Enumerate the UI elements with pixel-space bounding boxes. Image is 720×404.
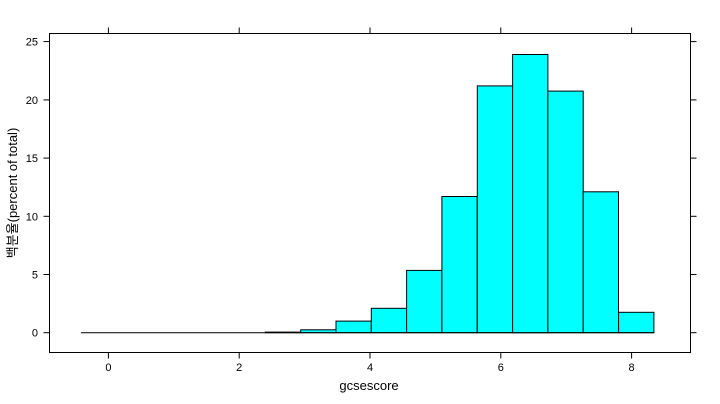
histogram-bar-10 [406, 269, 443, 334]
y-axis-ticks: 0 5 10 15 20 25 [26, 37, 697, 340]
y-axis-title: 백분율(percent of total) [5, 128, 20, 259]
histogram-bar-12 [476, 85, 514, 334]
bars-group [264, 54, 655, 334]
x-tick-label-4: 4 [367, 362, 373, 374]
histogram-bar-9 [370, 307, 408, 334]
x-tick-label-8: 8 [629, 362, 635, 374]
histogram-bar-16 [618, 311, 655, 334]
y-tick-label-25: 25 [26, 37, 38, 49]
x-axis-ticks: 0 2 4 6 8 [105, 27, 635, 374]
y-tick-label-5: 5 [32, 270, 38, 282]
y-tick-label-0: 0 [32, 328, 38, 340]
histogram-bar-15 [582, 191, 620, 334]
y-tick-label-15: 15 [26, 153, 38, 165]
histogram-bar-8 [335, 320, 372, 334]
histogram-bar-11 [441, 196, 478, 334]
y-tick-label-20: 20 [26, 95, 38, 107]
y-tick-label-10: 10 [26, 211, 38, 223]
x-axis-title: gcsescore [339, 378, 398, 393]
x-tick-label-6: 6 [498, 362, 504, 374]
x-tick-label-0: 0 [105, 362, 111, 374]
histogram-bar-14 [547, 90, 584, 334]
histogram-bar-13 [512, 54, 549, 334]
x-tick-label-2: 2 [236, 362, 242, 374]
